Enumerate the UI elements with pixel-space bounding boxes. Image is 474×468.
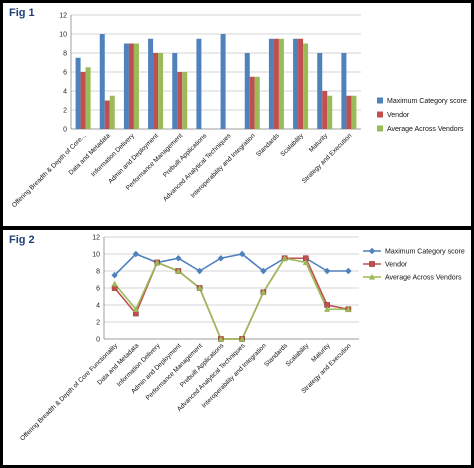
fig2-ytick-label: 10 xyxy=(92,252,100,259)
fig2-point xyxy=(345,306,352,312)
fig1-bar xyxy=(80,72,86,129)
fig1-category-label: Scalability xyxy=(279,132,305,158)
fig2-ytick-label: 2 xyxy=(96,320,100,327)
fig2-legend-marker xyxy=(369,261,375,267)
fig2-series-line xyxy=(114,253,349,276)
fig2-point xyxy=(111,272,118,279)
fig2-point xyxy=(217,335,224,342)
fig1-category-label: Standards xyxy=(255,132,281,158)
fig2-ytick-label: 12 xyxy=(92,235,100,242)
fig2-legend-label: Vendor xyxy=(385,262,408,269)
fig2-legend-label: Maximum Category score xyxy=(385,249,465,256)
fig1-legend-label: Maximum Category score xyxy=(387,98,467,105)
fig1-bar xyxy=(322,91,328,129)
fig1-category-label: Prebuilt Applications xyxy=(162,132,209,179)
fig1-ytick-label: 4 xyxy=(63,89,67,96)
fig1-legend-swatch xyxy=(377,111,383,118)
fig1-category-label: Data and Metadata xyxy=(68,132,112,176)
fig1-bar xyxy=(220,34,226,129)
fig1-bar xyxy=(244,53,250,129)
fig1-bar xyxy=(268,38,274,129)
fig1-bar xyxy=(254,76,260,129)
fig1-bar xyxy=(317,53,323,129)
fig1-ytick-label: 6 xyxy=(63,70,67,77)
fig2-point xyxy=(324,306,331,312)
fig1-bar xyxy=(133,43,139,129)
fig2-ytick-label: 8 xyxy=(96,269,100,276)
fig1-bar xyxy=(298,38,304,129)
fig1-ytick-label: 8 xyxy=(63,51,67,58)
fig1-ytick-label: 10 xyxy=(59,32,67,39)
fig2-point xyxy=(323,267,331,275)
fig1-bar xyxy=(177,72,183,129)
fig1-bar xyxy=(123,43,129,129)
fig1-bar xyxy=(158,53,164,129)
fig2-point xyxy=(345,267,352,275)
fig2-ytick-label: 0 xyxy=(96,337,100,344)
fig1-bar xyxy=(104,100,110,129)
fig1-ytick-label: 0 xyxy=(63,127,67,134)
fig1-legend-swatch xyxy=(377,97,383,104)
fig2-point xyxy=(111,280,118,287)
fig1-legend-swatch xyxy=(377,125,383,132)
fig2-legend-label: Average Across Vendors xyxy=(385,275,462,282)
fig1-bar xyxy=(327,95,333,129)
fig1-bar xyxy=(182,72,188,129)
line-chart: 0 2 4 6 8 10 12 Offering Breadth & Depth of Cor… xyxy=(19,235,465,443)
fig2-point xyxy=(217,255,225,262)
fig2-point xyxy=(196,284,203,291)
fig2-ytick-label: 4 xyxy=(96,303,100,310)
fig1-ytick-label: 12 xyxy=(59,13,67,20)
fig1-category-label: Information Delivery xyxy=(90,132,136,178)
fig1-legend-label: Average Across Vendors xyxy=(387,126,464,133)
fig1-bar xyxy=(303,43,309,129)
fig1-bar xyxy=(172,53,178,129)
fig2-point xyxy=(132,250,140,258)
fig2-series-line xyxy=(114,257,349,340)
fig2-point xyxy=(175,255,182,262)
fig1-bar xyxy=(249,76,255,129)
fig2-legend-marker xyxy=(368,247,376,255)
fig2-point xyxy=(239,335,246,342)
fig2-point xyxy=(302,259,309,266)
fig2-point xyxy=(260,267,267,275)
figure-2-panel: Fig 2 0 2 4 6 8 10 12 Offering Breadth & Depth … xyxy=(3,230,471,465)
fig1-category-label: Maturity xyxy=(308,132,330,154)
fig1-bar xyxy=(341,53,347,129)
fig1-legend-label: Vendor xyxy=(387,112,410,119)
fig1-bar xyxy=(351,95,357,129)
fig1-bar xyxy=(128,43,134,129)
fig1-category-label: Strategy and Execution xyxy=(301,132,354,185)
fig2-point xyxy=(238,250,246,258)
fig1-bar xyxy=(109,95,115,129)
fig2-point xyxy=(196,267,203,275)
figure-2-label: Fig 2 xyxy=(9,234,35,246)
fig2-category-label: Scalability xyxy=(285,342,311,368)
fig2-point xyxy=(175,267,182,274)
fig1-bar xyxy=(273,38,279,129)
fig1-bar xyxy=(99,34,105,129)
fig2-point xyxy=(154,259,161,266)
figure-1-label: Fig 1 xyxy=(9,7,35,19)
fig2-category-label: Offering Breadth & Depth of Core Functio… xyxy=(19,342,119,442)
fig2-point xyxy=(260,289,267,295)
figure-1-panel: Fig 1 0 2 4 6 8 10 12 Offering Breadth & Depth … xyxy=(3,3,471,226)
fig2-legend-marker xyxy=(368,273,376,280)
fig1-bar xyxy=(293,38,299,129)
fig1-bar xyxy=(153,53,159,129)
fig2-point xyxy=(132,306,139,312)
fig1-bar xyxy=(196,38,202,129)
fig2-point xyxy=(281,255,288,261)
fig2-series-line xyxy=(114,257,349,340)
fig1-ytick-label: 2 xyxy=(63,108,67,115)
fig1-bar xyxy=(148,38,154,129)
fig1-bar xyxy=(75,57,81,129)
fig1-bar xyxy=(278,38,284,129)
fig1-bar xyxy=(346,95,352,129)
fig2-ytick-label: 6 xyxy=(96,286,100,293)
fig1-bar xyxy=(85,67,91,129)
